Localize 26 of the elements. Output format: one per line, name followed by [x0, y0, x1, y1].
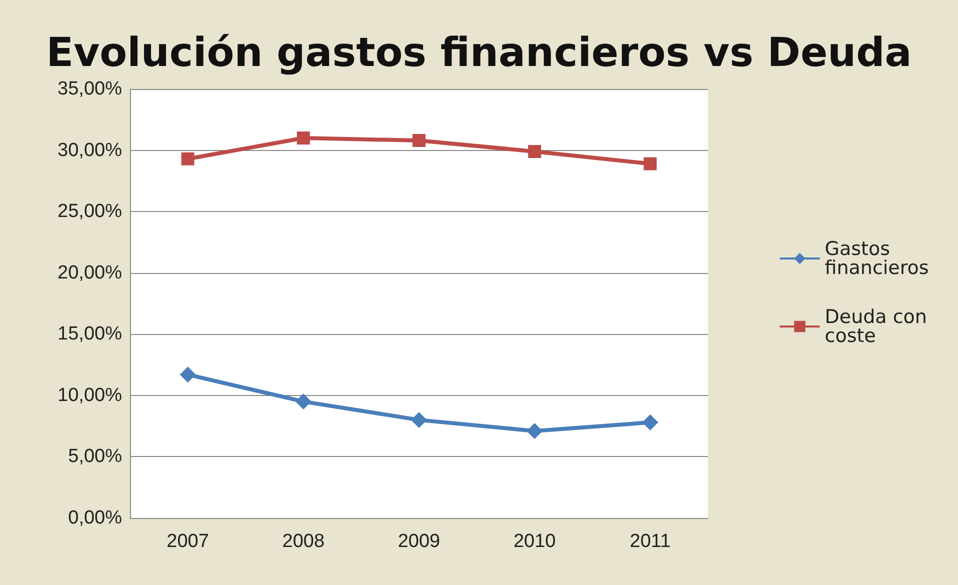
- point: [296, 132, 310, 145]
- point: [528, 145, 542, 158]
- x-tick-label: 2008: [282, 531, 325, 552]
- y-tick-label: 30,00%: [58, 140, 122, 161]
- point: [412, 134, 426, 147]
- x-tick-label: 2009: [398, 531, 440, 552]
- y-tick-label: 0,00%: [68, 508, 122, 528]
- point: [642, 414, 658, 430]
- x-tick-label: 2007: [166, 531, 209, 552]
- legend-label: Deuda con coste: [824, 306, 934, 347]
- point: [180, 366, 196, 383]
- legend-label: Gastos financieros: [824, 238, 929, 279]
- y-tick-label: 5,00%: [68, 446, 122, 468]
- chart-title: Evolución gastos financieros vs Deuda: [46, 30, 912, 76]
- y-tick-label: 15,00%: [58, 324, 122, 345]
- y-tick-label: 20,00%: [58, 262, 122, 284]
- point: [526, 422, 543, 439]
- y-tick-label: 10,00%: [58, 384, 122, 406]
- point: [295, 394, 312, 410]
- point: [411, 412, 427, 428]
- point: [644, 157, 657, 170]
- x-tick-label: 2011: [630, 531, 671, 552]
- y-tick-label: 25,00%: [58, 201, 122, 222]
- y-tick-label: 35,00%: [58, 78, 122, 100]
- x-tick-label: 2010: [513, 531, 556, 552]
- point: [181, 152, 194, 166]
